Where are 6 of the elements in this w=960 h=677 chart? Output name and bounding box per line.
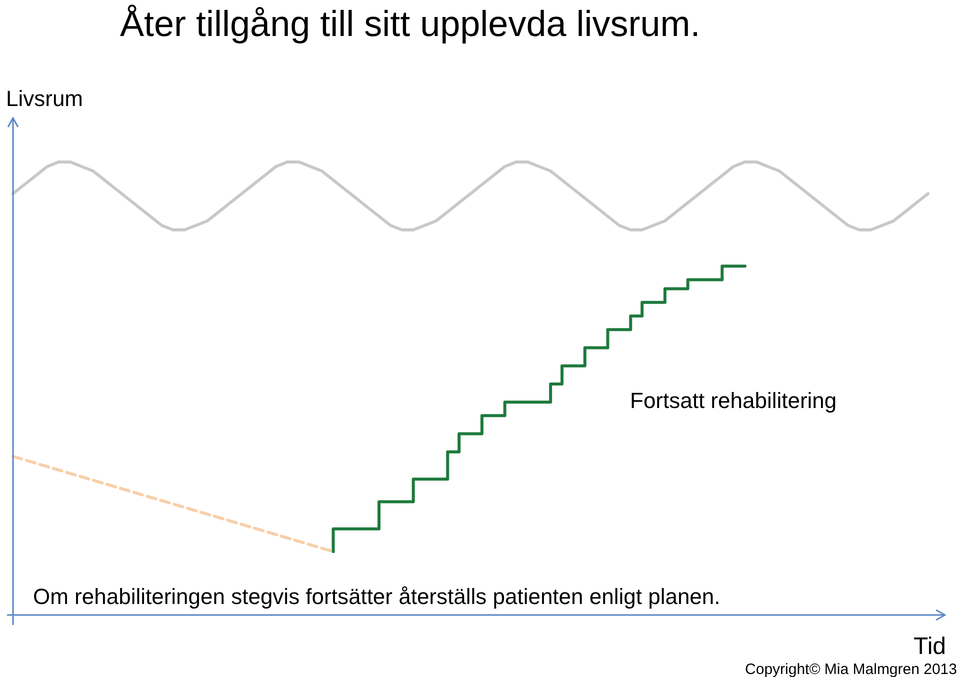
- x-axis-title: Tid: [914, 633, 946, 660]
- chart-title: Åter tillgång till sitt upplevda livsrum.: [120, 3, 700, 44]
- y-axis-title: Livsrum: [6, 86, 84, 111]
- text: Copyright© Mia Malmgren 2013: [745, 661, 957, 677]
- annotation: Fortsatt rehabilitering: [630, 388, 837, 413]
- annotation: Om rehabiliteringen stegvis fortsätter återställs patienten enligt planen.: [33, 584, 720, 609]
